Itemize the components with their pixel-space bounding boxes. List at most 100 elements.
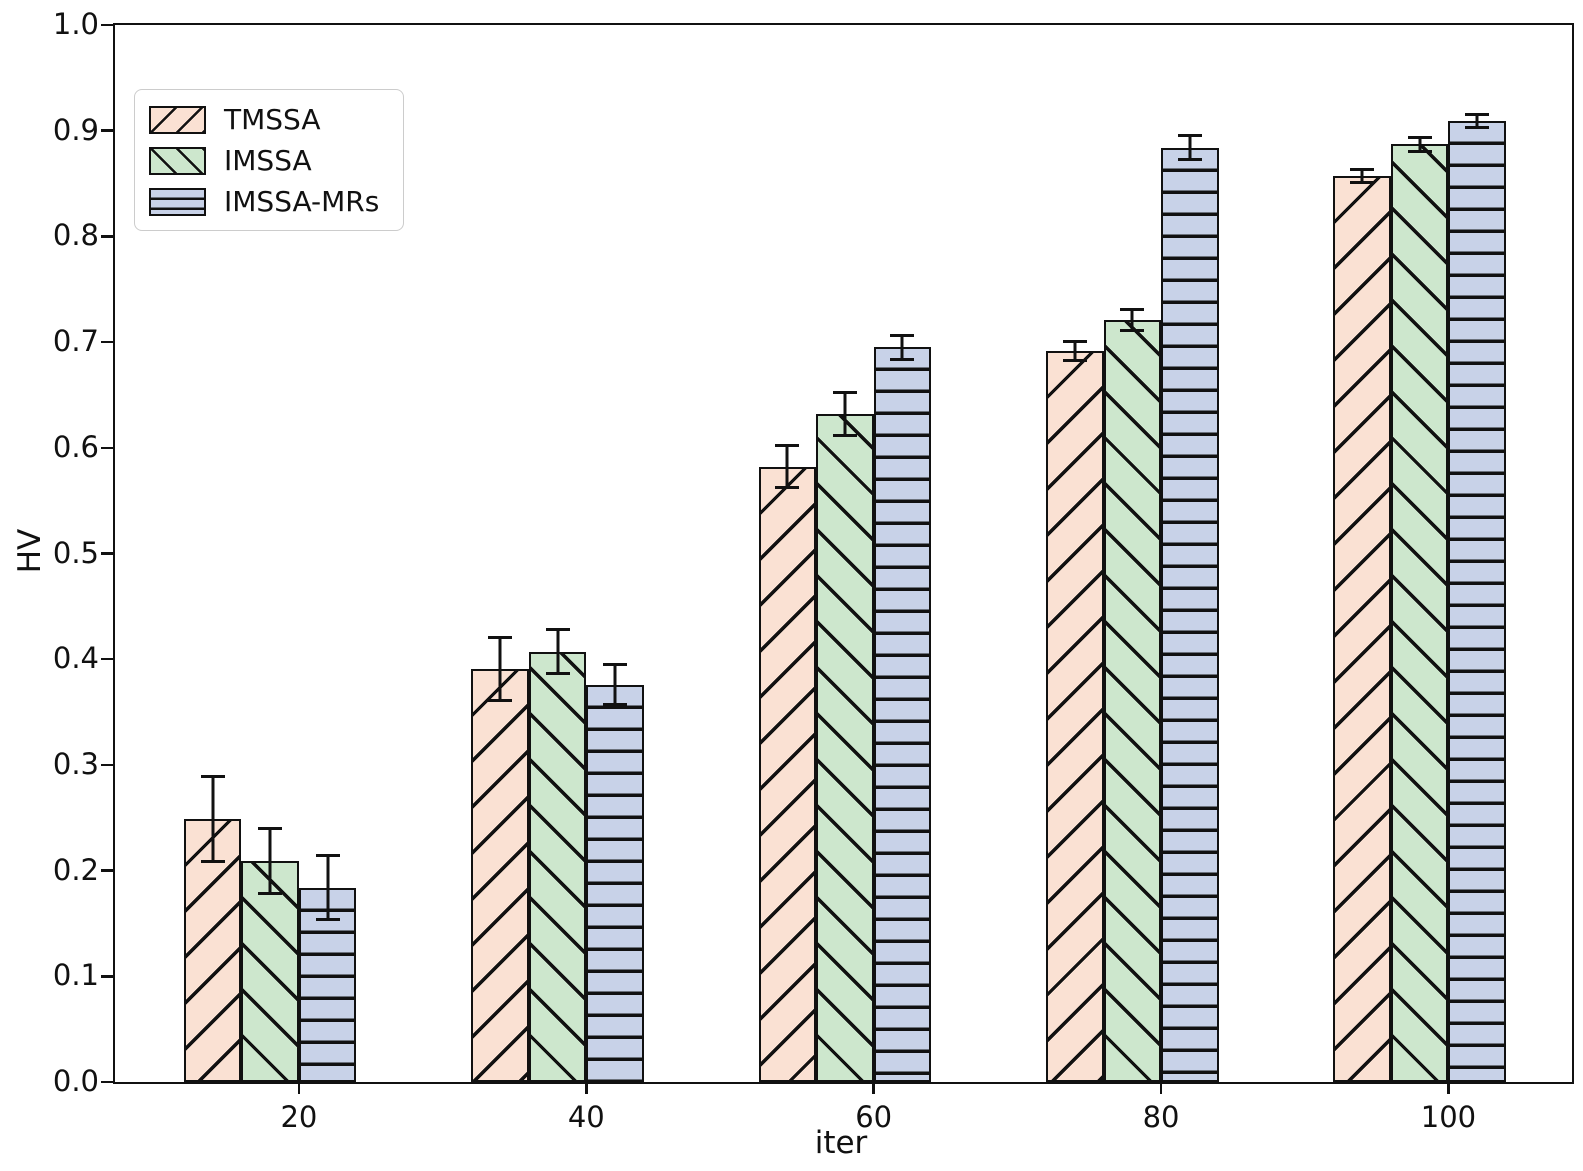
legend: TMSSA IMSSA IMSSA-MRs [134, 89, 404, 231]
legend-label: TMSSA [224, 103, 321, 136]
x-tick-mark-80 [1159, 1082, 1163, 1094]
error-bar-IMSSA-60 [832, 391, 857, 437]
y-tick-mark-0.2 [100, 869, 113, 872]
x-tick-label-60: 60 [855, 1100, 893, 1134]
error-cap-top [832, 391, 857, 395]
y-tick-mark-0.7 [100, 340, 113, 344]
legend-swatch-icon [149, 188, 206, 216]
error-cap-bottom [603, 703, 628, 707]
error-cap-top [1407, 135, 1432, 139]
error-cap-bottom [1465, 126, 1490, 130]
bar-TMSSA-40 [471, 668, 529, 1082]
error-bar-IMSSA-80 [1120, 307, 1145, 332]
error-line [1073, 341, 1077, 361]
y-tick-label-0.2: 0.2 [52, 852, 99, 887]
error-cap-bottom [1062, 358, 1087, 362]
error-bar-IMSSA-100 [1407, 135, 1432, 154]
error-line [498, 637, 502, 701]
error-cap-top [258, 826, 283, 830]
y-tick-label-0.5: 0.5 [52, 535, 99, 570]
y-tick-mark-0.4 [100, 657, 113, 661]
x-tick-label-20: 20 [280, 1100, 318, 1134]
error-cap-top [775, 444, 800, 448]
bar-IMSSA-40 [528, 651, 587, 1082]
y-tick-mark-0.9 [100, 129, 113, 132]
x-tick-mark-60 [872, 1082, 875, 1094]
x-tick-mark-20 [297, 1082, 301, 1094]
error-bar-IMSSA-MRs-40 [603, 662, 628, 707]
error-line [613, 664, 617, 705]
y-tick-label-0.9: 0.9 [52, 112, 99, 147]
y-tick-label-0.8: 0.8 [52, 218, 99, 253]
error-bar-IMSSA-MRs-20 [315, 854, 340, 921]
error-cap-bottom [315, 917, 340, 921]
legend-swatch-icon [149, 106, 206, 134]
y-tick-label-0.6: 0.6 [52, 429, 99, 464]
legend-label: IMSSA-MRs [224, 185, 380, 218]
bar-IMSSA-60 [816, 413, 874, 1082]
legend-label: IMSSA [224, 144, 312, 177]
bar-IMSSA-20 [241, 861, 299, 1082]
error-cap-top [1062, 339, 1087, 343]
error-bar-IMSSA-MRs-80 [1177, 134, 1202, 161]
error-bar-IMSSA-20 [258, 826, 283, 896]
error-line [1130, 309, 1134, 331]
error-line [1188, 135, 1192, 160]
error-line [1418, 137, 1422, 152]
bar-IMSSA-80 [1103, 319, 1162, 1082]
error-cap-bottom [890, 357, 915, 361]
bar-TMSSA-80 [1046, 350, 1104, 1082]
y-tick-label-0.0: 0.0 [52, 1064, 99, 1098]
error-cap-top [1350, 168, 1375, 172]
error-cap-top [200, 775, 225, 779]
error-cap-bottom [1177, 157, 1202, 161]
x-tick-label-40: 40 [567, 1100, 605, 1134]
bar-IMSSA-MRs-100 [1448, 121, 1506, 1082]
error-cap-bottom [488, 698, 513, 702]
y-tick-label-0.1: 0.1 [52, 958, 99, 993]
y-tick-mark-0.0 [100, 1080, 113, 1084]
error-cap-bottom [545, 672, 570, 676]
x-tick-mark-100 [1447, 1082, 1450, 1094]
error-line [211, 776, 215, 862]
error-cap-top [1177, 134, 1202, 138]
x-tick-mark-40 [585, 1082, 588, 1094]
error-cap-top [603, 662, 628, 666]
error-line [326, 855, 330, 920]
error-cap-top [545, 628, 570, 632]
error-cap-top [488, 635, 513, 639]
error-line [900, 335, 904, 359]
y-tick-label-0.4: 0.4 [52, 641, 99, 676]
legend-entry-IMSSA-MRs: IMSSA-MRs [149, 186, 387, 218]
bar-IMSSA-MRs-80 [1161, 147, 1219, 1082]
error-cap-bottom [775, 486, 800, 490]
error-line [556, 629, 560, 674]
y-tick-mark-0.6 [100, 446, 113, 450]
legend-swatch-icon [149, 147, 206, 175]
legend-entry-TMSSA: TMSSA [149, 104, 387, 136]
error-cap-bottom [1407, 150, 1432, 154]
y-tick-label-0.3: 0.3 [52, 746, 99, 781]
error-cap-bottom [258, 892, 283, 896]
bar-IMSSA-MRs-40 [586, 684, 644, 1082]
error-cap-bottom [832, 433, 857, 437]
x-tick-label-80: 80 [1142, 1100, 1180, 1134]
error-cap-top [1465, 113, 1490, 117]
legend-entry-IMSSA: IMSSA [149, 145, 387, 177]
bar-TMSSA-20 [183, 818, 242, 1082]
x-tick-label-100: 100 [1420, 1100, 1477, 1134]
error-cap-bottom [200, 859, 225, 863]
error-cap-top [1120, 307, 1145, 311]
error-bar-TMSSA-60 [775, 444, 800, 490]
error-bar-TMSSA-40 [488, 635, 513, 702]
error-cap-bottom [1350, 180, 1375, 184]
y-tick-mark-0.5 [100, 552, 113, 555]
y-tick-mark-0.8 [100, 235, 113, 238]
y-tick-mark-1.0 [100, 23, 113, 27]
error-bar-TMSSA-80 [1062, 339, 1087, 362]
plot-area: 0.0 0.1 0.2 0.3 0.4 0.5 0.6 0.7 0.8 0.9 1.0 20 40 60 8… [53, 10, 1574, 1132]
x-axis-label: iter [814, 1125, 868, 1161]
y-tick-label-1.0: 1.0 [52, 7, 99, 41]
error-bar-IMSSA-MRs-100 [1465, 113, 1490, 130]
